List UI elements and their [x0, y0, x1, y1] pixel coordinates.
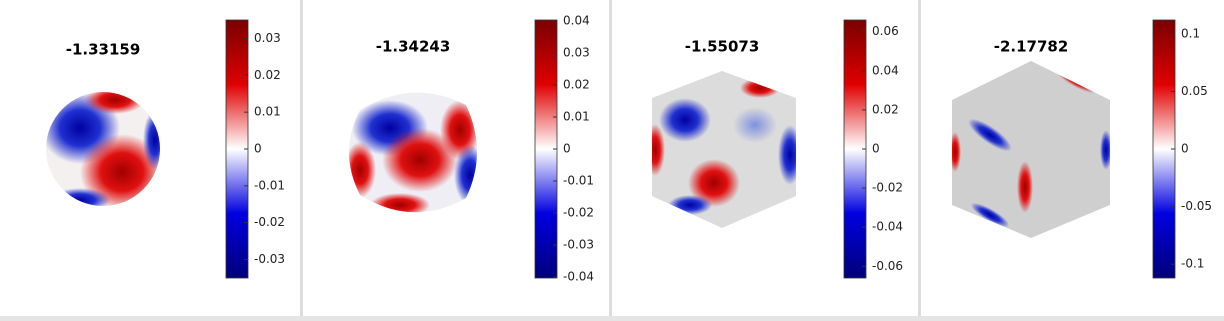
colorbar-tick-label: 0 — [872, 142, 880, 156]
colorbar-tick-label: -0.04 — [872, 220, 903, 234]
colorbar-tick-label: -0.02 — [872, 181, 903, 195]
panel-title: -1.55073 — [685, 38, 760, 56]
colorbar-tick-label: -0.01 — [254, 178, 285, 192]
panel-title: -1.33159 — [66, 41, 141, 59]
colorbar-tick-label: 0.05 — [1181, 84, 1208, 98]
colorbar-tick-label: 0.06 — [872, 24, 899, 38]
colorbar-tick-label: -0.02 — [563, 206, 594, 220]
colorbar-tick-label: 0 — [1181, 142, 1189, 156]
colorbar-tick-label: -0.05 — [1181, 199, 1212, 213]
status-bar — [0, 316, 1224, 321]
colorbar-tick-label: 0.03 — [563, 45, 590, 59]
colorbar-tick-label: -0.1 — [1181, 257, 1204, 271]
colorbar-tick-label: -0.01 — [563, 174, 594, 188]
colorbar-tick-label: -0.04 — [563, 270, 594, 284]
surface-3 — [652, 71, 796, 228]
colorbar-tick-label: 0.02 — [872, 102, 899, 116]
colorbar-tick-label: -0.02 — [254, 215, 285, 229]
colorbar-tick-label: 0.01 — [254, 105, 281, 119]
colorbar-tick-label: 0.01 — [563, 109, 590, 123]
colorbar-tick-label: -0.06 — [872, 259, 903, 273]
colorbar-tick-label: -0.03 — [254, 252, 285, 266]
colorbar-tick-label: 0.04 — [872, 63, 899, 77]
panel-title: -2.17782 — [994, 38, 1069, 56]
separator — [918, 0, 921, 316]
colorbar-tick-label: 0.04 — [563, 13, 590, 27]
colorbar-tick-label: 0.1 — [1181, 26, 1200, 40]
panel-title: -1.34243 — [376, 38, 451, 56]
colorbar-tick-label: 0.02 — [563, 77, 590, 91]
colorbar-tick-label: 0.03 — [254, 31, 281, 45]
colorbar-tick-label: 0 — [563, 142, 571, 156]
separator — [300, 0, 303, 316]
colorbar-tick-label: 0.02 — [254, 68, 281, 82]
separator — [609, 0, 612, 316]
surface-4 — [952, 61, 1110, 238]
colorbar-tick-label: -0.03 — [563, 238, 594, 252]
colorbar-tick-label: 0 — [254, 142, 262, 156]
